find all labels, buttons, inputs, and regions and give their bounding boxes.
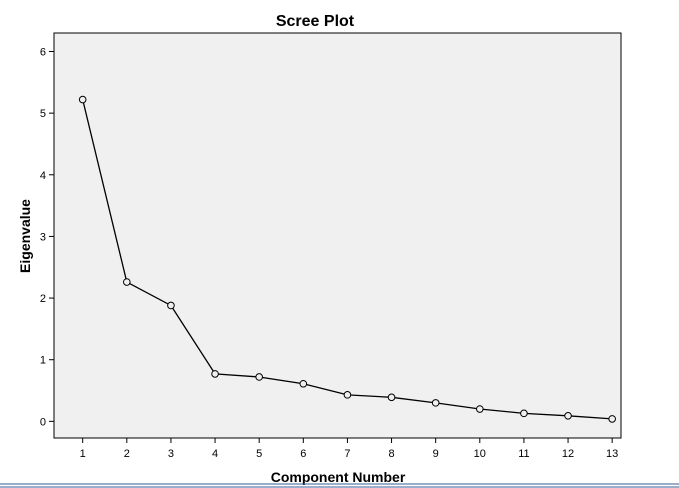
data-point-marker (564, 412, 572, 420)
y-tick-label: 3 (40, 231, 46, 243)
y-tick-label: 1 (40, 355, 46, 367)
data-point-marker (78, 95, 87, 104)
y-axis: 0 1 2 3 4 5 6 (40, 46, 54, 428)
data-point-marker (387, 393, 396, 402)
data-point-marker (211, 370, 219, 378)
data-point-marker (608, 415, 616, 423)
x-axis: 1 2 3 4 5 6 7 8 9 10 11 12 13 (80, 438, 618, 460)
y-axis-title: Eigenvalue (17, 199, 33, 273)
x-tick-label: 11 (518, 448, 529, 460)
data-point-marker (167, 301, 175, 310)
x-tick-label: 7 (344, 448, 350, 460)
x-tick-label: 8 (388, 448, 394, 460)
x-tick-label: 1 (80, 448, 86, 460)
y-tick-label: 4 (40, 170, 46, 182)
x-tick-label: 6 (300, 448, 306, 460)
x-tick-label: 10 (474, 448, 486, 460)
x-tick-label: 5 (256, 448, 262, 460)
chart-title: Scree Plot (276, 13, 355, 30)
x-tick-label: 4 (212, 448, 218, 460)
data-point-marker (520, 409, 528, 418)
series-layer (78, 95, 616, 423)
y-tick-label: 0 (40, 416, 46, 428)
x-tick-label: 9 (433, 448, 439, 460)
y-tick-label: 6 (40, 46, 46, 58)
x-tick-label: 3 (168, 448, 174, 460)
data-point-marker (255, 373, 263, 381)
y-tick-label: 5 (40, 108, 46, 120)
x-tick-label: 12 (562, 448, 574, 460)
data-point-marker (299, 379, 308, 388)
plot-area (53, 32, 622, 439)
data-point-marker (431, 399, 440, 407)
x-tick-label: 13 (606, 448, 618, 460)
y-tick-label: 2 (40, 293, 46, 305)
data-point-marker (476, 405, 484, 413)
data-point-marker (343, 391, 352, 399)
x-axis-title: Component Number (271, 469, 406, 485)
data-point-marker (123, 278, 131, 286)
x-tick-label: 2 (124, 448, 130, 460)
